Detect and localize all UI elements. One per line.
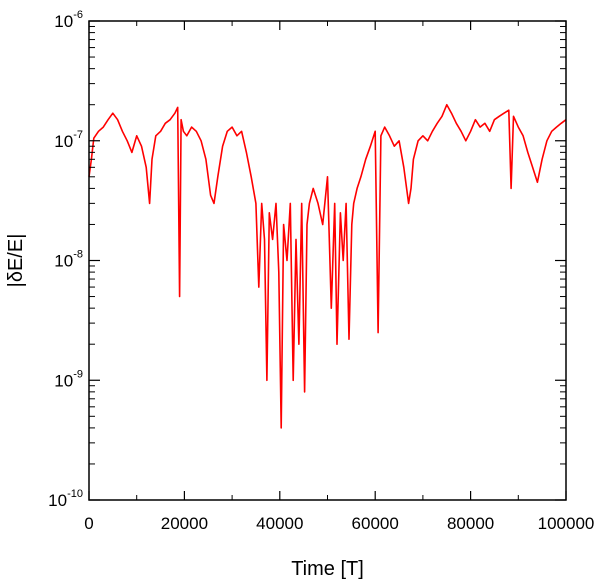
x-tick-label: 20000 [161, 514, 208, 533]
x-tick-label: 100000 [538, 514, 595, 533]
y-tick-label: 10-6 [54, 9, 83, 31]
y-axis-label: |δE/E| [5, 234, 27, 288]
x-tick-label: 0 [84, 514, 93, 533]
plot-frame [88, 20, 567, 501]
series-line [88, 103, 567, 429]
y-tick-label: 10-7 [54, 129, 83, 151]
x-tick-label: 60000 [352, 514, 399, 533]
y-tick-label: 10-10 [48, 488, 83, 510]
y-tick-label: 10-9 [54, 368, 83, 390]
x-tick-label: 40000 [256, 514, 303, 533]
plot-area [88, 20, 567, 501]
x-tick-label: 80000 [447, 514, 494, 533]
x-axis: 0 20000 40000 60000 80000 100000 [84, 21, 594, 533]
x-axis-label: Time [T] [291, 558, 364, 580]
y-tick-label: 10-8 [54, 249, 83, 271]
